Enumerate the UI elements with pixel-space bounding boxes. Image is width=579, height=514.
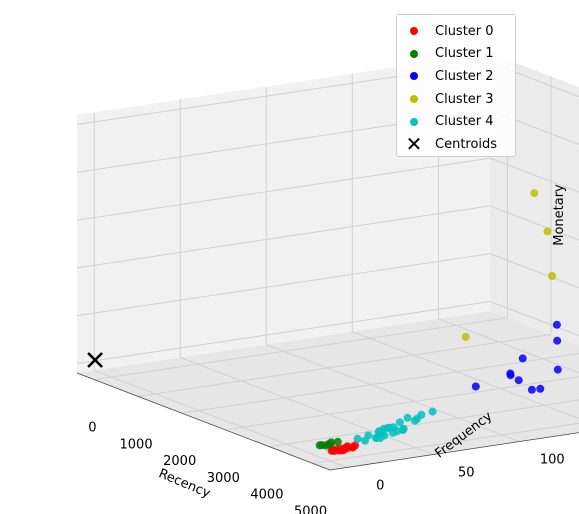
grid-line	[76, 157, 491, 221]
x-tick-label: 4000	[250, 488, 283, 503]
point-cluster-1	[326, 440, 334, 449]
legend-swatch	[410, 95, 418, 104]
axis-lines	[76, 372, 579, 471]
grid-line	[76, 253, 491, 317]
legend-item-cluster-0: Cluster 0	[403, 20, 509, 43]
point-cluster-2	[527, 385, 536, 394]
point-cluster-2	[518, 354, 527, 363]
legend-item-cluster-1: Cluster 1	[403, 43, 509, 66]
grid-line	[94, 369, 348, 468]
point-cluster-3	[461, 332, 470, 341]
grid-line	[137, 333, 552, 397]
grid-line	[489, 253, 579, 289]
y-tick-labels: 050100150200	[376, 453, 565, 494]
point-cluster-1	[333, 437, 342, 446]
point-cluster-1	[315, 441, 324, 450]
point-cluster-2	[536, 384, 545, 393]
point-cluster-2	[506, 371, 515, 380]
x-tick-label: 5000	[294, 504, 327, 514]
data-points	[87, 189, 562, 455]
grid-line	[225, 376, 579, 431]
legend-item-cluster-3: Cluster 3	[403, 88, 509, 111]
x-tick-label: 2000	[163, 454, 196, 469]
point-cluster-4	[403, 413, 412, 422]
grid-line	[312, 422, 579, 464]
grid-line	[76, 205, 491, 269]
grid-line	[94, 317, 508, 381]
point-cluster-4	[413, 414, 422, 423]
point-cluster-2	[552, 320, 561, 329]
grid-line	[489, 205, 579, 241]
x-tick-labels: 0 1000 2000 3000 4000 5000	[88, 421, 327, 514]
legend-label: Cluster 0	[435, 23, 494, 39]
grid-line	[489, 62, 579, 98]
point-cluster-3	[548, 272, 556, 280]
point-cluster-4	[393, 427, 402, 436]
grid-line	[489, 300, 579, 337]
point-cluster-4	[372, 434, 381, 442]
x-axis-line	[76, 372, 331, 471]
grid-line	[266, 344, 520, 443]
x-tick-label: 0	[88, 421, 96, 436]
point-cluster-3	[530, 189, 539, 198]
point-cluster-0	[349, 443, 357, 452]
grid-line	[181, 352, 579, 414]
x-marker-icon: ✕	[405, 132, 423, 157]
grid-line	[76, 300, 491, 364]
point-cluster-4	[428, 407, 437, 416]
legend-item-cluster-2: Cluster 2	[403, 65, 509, 88]
point-cluster-4	[353, 434, 362, 443]
point-cluster-4	[361, 436, 369, 445]
point-cluster-0	[337, 446, 346, 455]
point-cluster-4	[380, 431, 389, 440]
legend-swatch	[410, 72, 418, 81]
legend-label: Cluster 4	[435, 114, 494, 130]
point-cluster-2	[553, 336, 562, 345]
point-cluster-0	[327, 446, 336, 455]
grid-line	[352, 331, 579, 420]
point-cluster-2	[471, 382, 480, 391]
point-cluster-2	[553, 365, 562, 374]
legend: Cluster 0 Cluster 1 Cluster 2 Cluster 3 …	[396, 14, 516, 157]
legend-swatch	[410, 49, 418, 58]
legend-item-centroids: ✕ Centroids	[403, 133, 509, 156]
legend-item-cluster-4: Cluster 4	[403, 110, 509, 133]
legend-label: Centroids	[435, 136, 498, 152]
grid-line	[438, 318, 579, 374]
y-tick-label: 50	[458, 466, 475, 481]
x-tick-label: 3000	[207, 471, 240, 486]
centroid-marker	[87, 352, 103, 368]
y-tick-label: 100	[540, 453, 565, 468]
point-cluster-3	[543, 227, 552, 236]
point-cluster-2	[514, 376, 523, 385]
legend-swatch	[410, 27, 418, 36]
x-axis-label: Recency	[156, 466, 212, 501]
point-cluster-4	[379, 424, 388, 433]
y-tick-label: 0	[376, 478, 384, 493]
grid-line	[489, 157, 579, 193]
floor-pane	[77, 311, 579, 470]
legend-swatch	[410, 117, 418, 126]
grid-line	[268, 399, 579, 448]
grid-line	[180, 357, 434, 455]
legend-label: Cluster 2	[435, 68, 494, 84]
grid-line	[489, 109, 579, 145]
point-cluster-4	[395, 418, 404, 427]
legend-label: Cluster 3	[435, 91, 494, 107]
z-axis-label: Monetary	[552, 184, 567, 246]
legend-label: Cluster 1	[435, 46, 494, 62]
y-axis-line	[329, 432, 579, 471]
x-tick-label: 1000	[120, 437, 153, 452]
